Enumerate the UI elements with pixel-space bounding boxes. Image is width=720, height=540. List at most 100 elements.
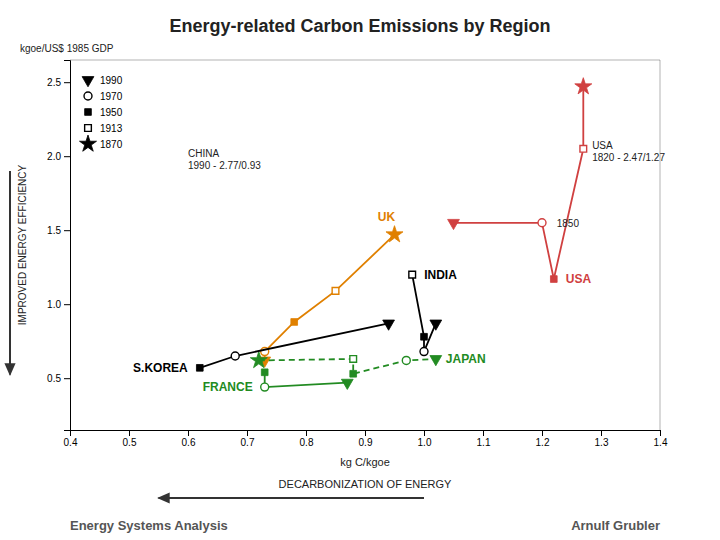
tick-label: 0.5 xyxy=(123,437,137,448)
tick: 1.0 xyxy=(418,430,432,448)
data-point xyxy=(231,352,239,360)
tick-mark xyxy=(129,430,130,436)
y-axis-unit: kgoe/US$ 1985 GDP xyxy=(20,43,114,54)
plot-area: 0.4 0.5 0.6 0.7 0.8 0.9 1.0 1.1 1.2 1.3 1.4 0.5 1.0 1… xyxy=(47,60,668,448)
tick-mark xyxy=(306,430,307,436)
tick-label: 1.4 xyxy=(654,437,668,448)
data-layer xyxy=(196,78,591,391)
x-axis-title: kg C/kgoe xyxy=(340,456,390,468)
data-point xyxy=(550,276,557,283)
tick: 0.8 xyxy=(300,430,314,448)
series-label: USA xyxy=(566,272,592,286)
footer-right: Arnulf Grubler xyxy=(571,518,660,533)
tick: 2.5 xyxy=(47,77,70,88)
data-point xyxy=(261,383,269,391)
tick-mark xyxy=(424,430,425,436)
annotation: USA1820 - 2.47/1.27 xyxy=(592,140,665,163)
annotations: 1850CHINA1990 - 2.77/0.93USA1820 - 2.47/… xyxy=(188,140,665,229)
plot-frame xyxy=(70,60,660,61)
tick-mark xyxy=(64,230,70,231)
tick-mark xyxy=(247,430,248,436)
data-point xyxy=(261,369,268,376)
tick-mark xyxy=(64,304,70,305)
legend-symbol xyxy=(85,109,92,116)
data-point xyxy=(538,219,546,227)
data-point xyxy=(350,356,357,363)
y-axis-title: IMPROVED ENERGY EFFICIENCY xyxy=(17,164,28,325)
series-label: INDIA xyxy=(424,268,457,282)
tick-mark xyxy=(660,430,661,436)
tick-mark xyxy=(64,156,70,157)
tick-label: 0.5 xyxy=(47,373,61,384)
tick-label: 1.0 xyxy=(47,299,61,310)
title: Energy-related Carbon Emissions by Regio… xyxy=(169,16,550,36)
direction-arrow xyxy=(9,171,11,375)
data-point xyxy=(196,364,203,371)
series-line xyxy=(412,275,436,352)
tick-label: 1.3 xyxy=(595,437,609,448)
chart: Energy-related Carbon Emissions by Regio… xyxy=(0,0,720,540)
legend-symbol xyxy=(84,92,92,100)
legend: 19901970195019131870 xyxy=(79,75,122,152)
tick-mark xyxy=(64,82,70,83)
data-point xyxy=(430,320,442,330)
tick-mark xyxy=(601,430,602,436)
tick-mark xyxy=(365,430,366,436)
legend-label: 1970 xyxy=(100,91,123,102)
data-point xyxy=(250,351,267,367)
tick: 0.9 xyxy=(359,430,373,448)
tick-label: 1.0 xyxy=(418,437,432,448)
tick-mark xyxy=(64,378,70,379)
footer-left: Energy Systems Analysis xyxy=(70,518,228,533)
x-axis: 0.4 0.5 0.6 0.7 0.8 0.9 1.0 1.1 1.2 1.3 1.4 xyxy=(64,430,668,448)
tick-label: 0.6 xyxy=(182,437,196,448)
y-axis: 0.51.01.52.02.5 xyxy=(47,61,70,431)
tick: 0.6 xyxy=(182,430,196,448)
data-point xyxy=(420,348,428,356)
legend-symbol xyxy=(82,77,94,87)
tick-mark xyxy=(542,430,543,436)
annotation: 1850 xyxy=(557,218,580,229)
data-point xyxy=(402,356,410,364)
tick: 0.7 xyxy=(241,430,255,448)
x-axis-direction-label: DECARBONIZATION OF ENERGY xyxy=(279,478,452,490)
tick: 1.1 xyxy=(477,430,491,448)
data-point xyxy=(448,219,460,229)
legend-symbol xyxy=(79,135,96,151)
tick: 1.5 xyxy=(47,225,70,236)
tick-label: 0.4 xyxy=(64,437,78,448)
tick: 0.5 xyxy=(47,373,70,384)
legend-label: 1913 xyxy=(100,123,123,134)
plot-frame xyxy=(660,60,661,430)
tick-label: 1.2 xyxy=(536,437,550,448)
tick: 0.5 xyxy=(123,430,137,448)
tick: 0.4 xyxy=(64,430,78,448)
data-point xyxy=(291,319,298,326)
legend-label: 1870 xyxy=(100,139,123,150)
data-point xyxy=(430,356,442,366)
data-point xyxy=(332,288,339,295)
tick: 1.3 xyxy=(595,430,609,448)
tick: 1.2 xyxy=(536,430,550,448)
data-point xyxy=(383,320,395,330)
legend-label: 1950 xyxy=(100,107,123,118)
legend-symbol xyxy=(85,125,92,132)
axis-line xyxy=(64,61,71,431)
series-label: S.KOREA xyxy=(133,361,188,375)
tick: 1.0 xyxy=(47,299,70,310)
series-label: JAPAN xyxy=(446,352,486,366)
tick-label: 1.5 xyxy=(47,225,61,236)
axis-line xyxy=(71,431,661,437)
data-point xyxy=(341,379,353,389)
data-point xyxy=(421,333,428,340)
tick-label: 2.5 xyxy=(47,77,61,88)
data-point xyxy=(386,226,403,242)
data-point xyxy=(409,271,416,278)
tick-mark xyxy=(188,430,189,436)
series-line xyxy=(265,235,395,361)
data-point xyxy=(580,145,587,152)
series-line xyxy=(200,323,389,367)
series-line xyxy=(265,372,348,387)
series-line xyxy=(454,87,584,279)
data-point xyxy=(575,78,592,94)
